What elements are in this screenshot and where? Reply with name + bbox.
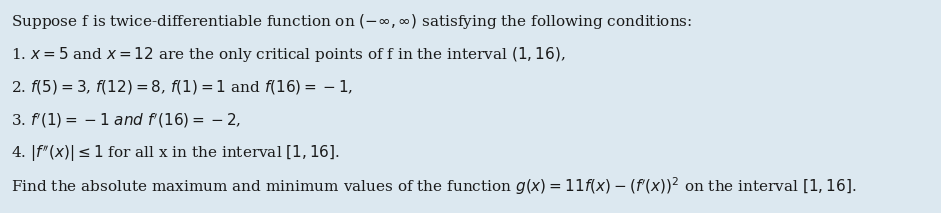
Text: 3. $f'(1) = -1$ $\mathit{and}$ $f'(16) = -2$,: 3. $f'(1) = -1$ $\mathit{and}$ $f'(16) =… bbox=[11, 111, 242, 130]
Text: 2. $f(5) = 3$, $f(12) = 8$, $f(1) = 1$ and $f(16) = -1$,: 2. $f(5) = 3$, $f(12) = 8$, $f(1) = 1$ a… bbox=[11, 78, 354, 96]
Text: Suppose f is twice-differentiable function on $(-\infty, \infty)$ satisfying the: Suppose f is twice-differentiable functi… bbox=[11, 12, 693, 31]
Text: 1. $x = 5$ and $x = 12$ are the only critical points of f in the interval $(1, 1: 1. $x = 5$ and $x = 12$ are the only cri… bbox=[11, 45, 566, 64]
Text: Find the absolute maximum and minimum values of the function $g(x) = 11f(x) - (f: Find the absolute maximum and minimum va… bbox=[11, 176, 857, 197]
Text: 4. $|f''(x)| \leq 1$ for all x in the interval $[1, 16]$.: 4. $|f''(x)| \leq 1$ for all x in the in… bbox=[11, 143, 341, 164]
